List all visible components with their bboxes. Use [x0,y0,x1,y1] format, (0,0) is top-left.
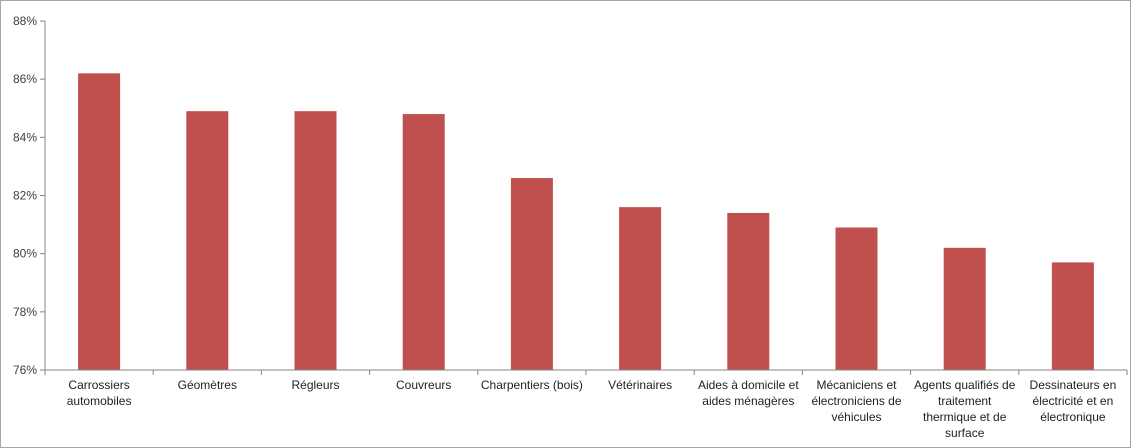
x-tick-label: Régleurs [291,378,339,392]
y-tick-label: 86% [13,72,37,86]
y-tick-label: 88% [13,14,37,28]
y-axis: 76% 78% 80% 82% 84% 86% 88% [13,14,45,377]
x-tick-label: Géomètres [178,378,237,392]
x-tick-label: Charpentiers (bois) [481,378,583,392]
y-tick-label: 84% [13,130,37,144]
x-tick-label: Aides à domicile et aides ménagères [698,378,799,408]
x-tick-label: Vétérinaires [608,378,672,392]
bar [836,227,878,370]
x-tick-label: Carrossiers automobiles [67,378,132,408]
y-tick-label: 82% [13,189,37,203]
bar [186,111,228,370]
x-tick-label: Mécaniciens et électroniciens de véhicules [811,378,901,424]
x-tick-label: Couvreurs [396,378,451,392]
bar [1052,262,1094,370]
bar [511,178,553,370]
bar [78,73,120,370]
y-tick-label: 78% [13,305,37,319]
bar [295,111,337,370]
bar [727,213,769,370]
y-tick-label: 76% [13,363,37,377]
bar [403,114,445,370]
x-tick-label: Dessinateurs en électricité et en électron… [1030,378,1117,424]
x-axis: Carrossiers automobiles Géomètres Régleurs C… [45,370,1127,440]
bar [619,207,661,370]
x-tick-label: Agents qualifiés de traitement thermique e… [914,378,1016,440]
bars [78,73,1094,370]
bar [944,248,986,370]
y-tick-label: 80% [13,247,37,261]
